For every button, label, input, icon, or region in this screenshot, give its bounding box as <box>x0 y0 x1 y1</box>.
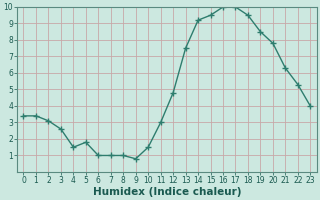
X-axis label: Humidex (Indice chaleur): Humidex (Indice chaleur) <box>93 187 241 197</box>
